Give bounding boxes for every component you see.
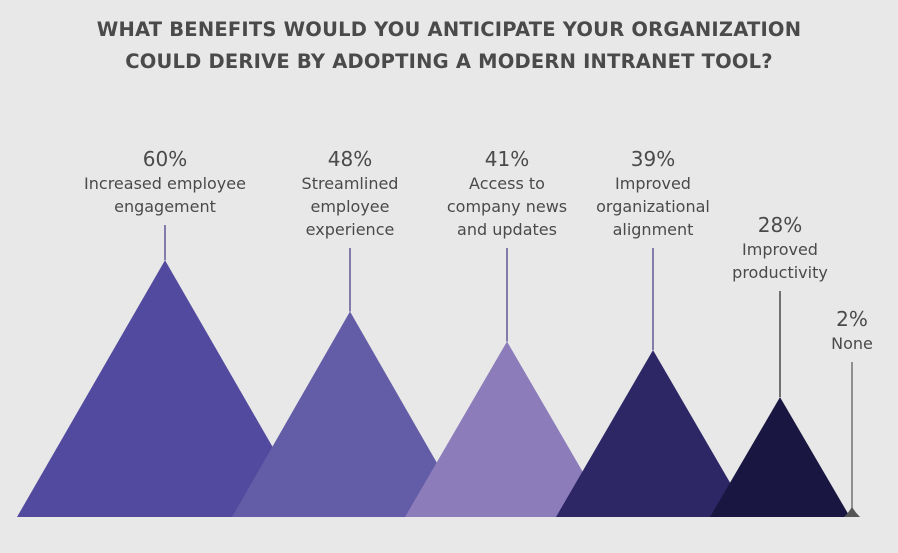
category-label-1-line-2: engagement (114, 197, 216, 216)
category-label-4-line-1: Improved (615, 174, 691, 193)
value-label-4: 39% (631, 147, 675, 171)
triangle-bar-4 (556, 350, 750, 517)
none-marker-triangle (845, 507, 859, 517)
category-label-2-line-2: employee (311, 197, 390, 216)
category-label-5-line-1: Improved (742, 240, 818, 259)
category-label-4-line-3: alignment (613, 220, 694, 239)
value-label-5: 28% (758, 213, 802, 237)
category-label-2-line-1: Streamlined (302, 174, 399, 193)
chart-title-line-1: WHAT BENEFITS WOULD YOU ANTICIPATE YOUR … (96, 18, 802, 41)
category-label-2-line-3: experience (306, 220, 395, 239)
triangle-bar-1 (17, 260, 313, 517)
category-label-3-line-1: Access to (469, 174, 545, 193)
chart-title-line-2: COULD DERIVE BY ADOPTING A MODERN INTRAN… (125, 50, 773, 73)
value-label-1: 60% (143, 147, 187, 171)
category-label-5-line-2: productivity (732, 263, 828, 282)
category-label-6-line-1: None (831, 334, 873, 353)
value-label-6: 2% (836, 307, 868, 331)
triangle-bar-5 (710, 397, 850, 517)
triangle-bar-3 (405, 341, 609, 517)
value-label-2: 48% (328, 147, 372, 171)
category-label-4-line-2: organizational (596, 197, 710, 216)
chart-title: WHAT BENEFITS WOULD YOU ANTICIPATE YOUR … (0, 14, 898, 78)
category-label-1-line-1: Increased employee (84, 174, 246, 193)
triangle-bar-2 (232, 311, 468, 517)
value-label-3: 41% (485, 147, 529, 171)
category-label-3-line-2: company news (447, 197, 567, 216)
category-label-3-line-3: and updates (457, 220, 557, 239)
